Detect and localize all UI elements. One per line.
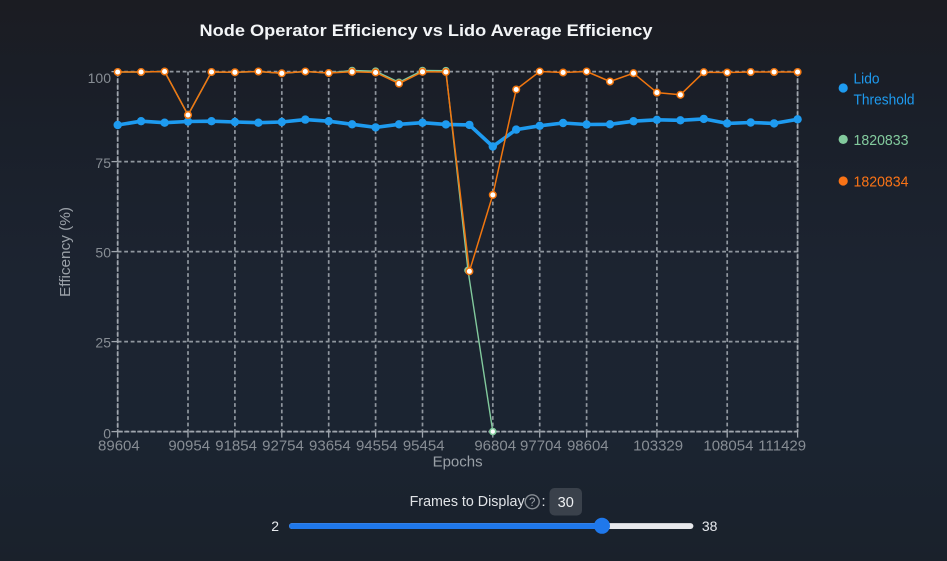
svg-text:Frames to Display: Frames to Display [410, 494, 526, 510]
svg-text:Lido: Lido [854, 71, 880, 88]
svg-text:0: 0 [103, 425, 111, 441]
svg-text:Epochs: Epochs [433, 454, 483, 471]
svg-text:103329: 103329 [633, 438, 683, 455]
svg-text:2: 2 [271, 518, 279, 534]
svg-text:91854: 91854 [215, 438, 257, 455]
svg-text:89604: 89604 [98, 438, 140, 455]
svg-text:93654: 93654 [309, 438, 351, 455]
svg-text:96804: 96804 [474, 438, 516, 455]
svg-text:108054: 108054 [703, 438, 753, 455]
svg-text::: : [542, 494, 546, 510]
svg-text:94554: 94554 [356, 438, 398, 455]
svg-text:92754: 92754 [262, 438, 304, 455]
svg-text:30: 30 [558, 495, 574, 511]
svg-text:50: 50 [95, 245, 111, 261]
svg-text:1820834: 1820834 [854, 173, 909, 190]
svg-text:Efficency (%): Efficency (%) [57, 207, 74, 297]
svg-text:98604: 98604 [567, 438, 609, 455]
svg-text:1820833: 1820833 [854, 132, 909, 149]
svg-text:100: 100 [88, 70, 112, 86]
svg-text:Node Operator Efficiency vs Li: Node Operator Efficiency vs Lido Average… [200, 21, 654, 40]
svg-text:38: 38 [702, 518, 718, 534]
svg-text:97704: 97704 [520, 438, 562, 455]
svg-text:Threshold: Threshold [854, 92, 915, 109]
svg-text:111429: 111429 [758, 438, 806, 455]
svg-text:90954: 90954 [168, 438, 210, 455]
svg-text:95454: 95454 [403, 438, 445, 455]
svg-text:75: 75 [95, 155, 111, 171]
svg-text:25: 25 [95, 335, 111, 351]
svg-text:?: ? [529, 497, 535, 509]
